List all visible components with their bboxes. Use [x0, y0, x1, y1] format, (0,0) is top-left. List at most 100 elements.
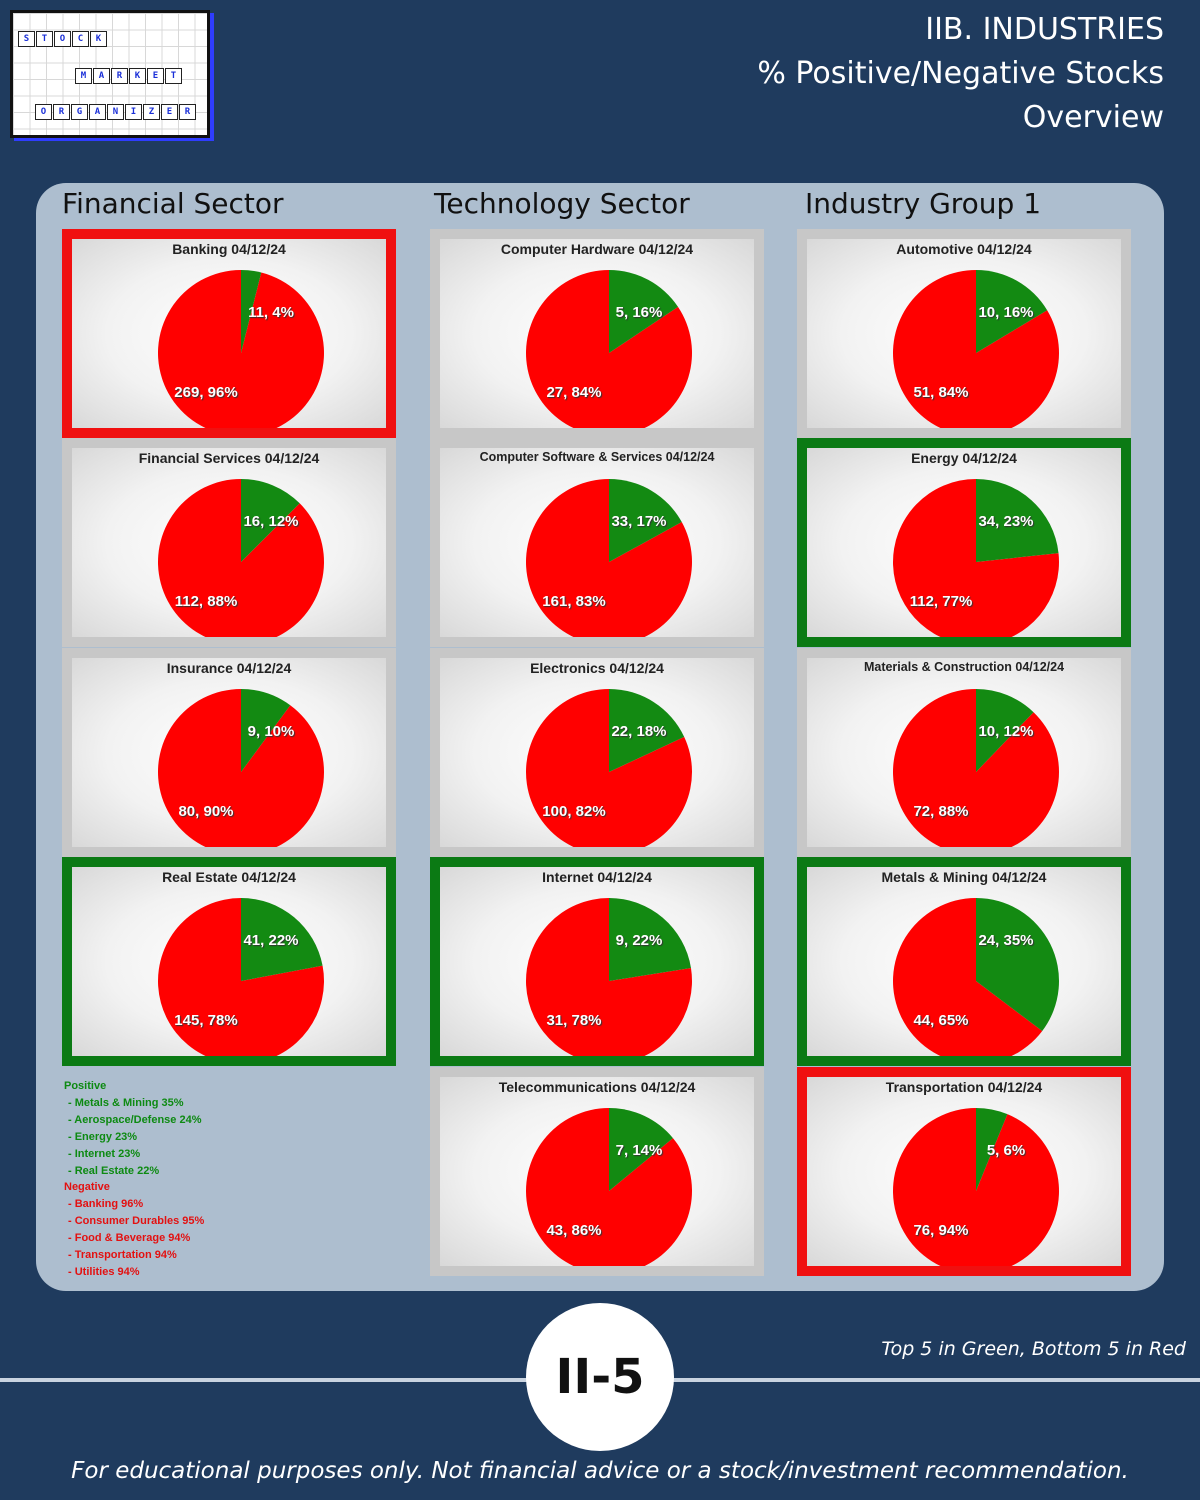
pie-slice-negative	[893, 689, 1059, 847]
industry-pie-card: Insurance 04/12/24 9, 10% 80, 90%	[62, 648, 396, 857]
pie-label-positive: 11, 4%	[248, 304, 294, 321]
pie-chart	[158, 479, 324, 637]
logo-letter: A	[89, 104, 106, 120]
industry-pie-card: Banking 04/12/24 11, 4% 269, 96%	[62, 229, 396, 438]
legend-item: - Real Estate 22%	[68, 1164, 160, 1177]
page-badge: II-5	[526, 1303, 674, 1451]
pie-label-positive: 41, 22%	[243, 932, 299, 949]
pie-label-negative: 76, 94%	[913, 1222, 969, 1239]
logo-letter: G	[71, 104, 88, 120]
legend-item: - Consumer Durables 95%	[68, 1215, 205, 1228]
pie-label-negative: 27, 84%	[546, 384, 602, 401]
pie-chart	[158, 898, 324, 1056]
pie-label-positive: 5, 6%	[986, 1142, 1026, 1159]
logo-letter: C	[72, 31, 89, 47]
pie-slice-positive	[241, 689, 291, 772]
pie-chart	[158, 689, 324, 847]
legend-negative-heading: Negative	[64, 1181, 110, 1194]
color-key-note: Top 5 in Green, Bottom 5 in Red	[881, 1338, 1186, 1360]
pie-label-negative: 269, 96%	[174, 384, 238, 401]
pie-label-positive: 7, 14%	[615, 1142, 663, 1159]
industry-pie-card: Automotive 04/12/24 10, 16% 51, 84%	[797, 229, 1131, 438]
industry-pie-card: Energy 04/12/24 34, 23% 112, 77%	[797, 438, 1131, 647]
logo-letter: E	[147, 68, 164, 84]
pie-title: Internet 04/12/24	[542, 869, 652, 885]
pie-slice-negative	[158, 898, 324, 1056]
pie-slice-negative	[158, 479, 324, 637]
logo-letter: O	[54, 31, 71, 47]
pie-chart	[893, 898, 1059, 1056]
pie-title: Real Estate 04/12/24	[162, 869, 296, 885]
pie-slice-negative	[893, 1108, 1059, 1266]
pie-label-negative: 100, 82%	[542, 803, 606, 820]
pie-plot-area: Insurance 04/12/24 9, 10% 80, 90%	[72, 658, 386, 847]
industry-pie-card: Internet 04/12/24 9, 22% 31, 78%	[430, 857, 764, 1066]
pie-slice-positive	[241, 270, 262, 353]
pie-slice-positive	[609, 270, 679, 353]
industry-pie-card: Telecommunications 04/12/24 7, 14% 43, 86%	[430, 1067, 764, 1276]
legend-item: - Metals & Mining 35%	[68, 1096, 184, 1109]
pie-chart	[893, 479, 1059, 637]
pie-slice-positive	[241, 479, 300, 562]
pie-plot-area: Energy 04/12/24 34, 23% 112, 77%	[807, 448, 1121, 637]
pie-chart	[893, 689, 1059, 847]
logo-letter: T	[36, 31, 53, 47]
pie-slice-negative	[526, 1108, 692, 1266]
pie-slice-negative	[526, 479, 692, 637]
pie-slice-positive	[976, 270, 1048, 353]
pie-title: Computer Software & Services 04/12/24	[479, 450, 715, 464]
legend-item: - Internet 23%	[68, 1147, 141, 1160]
pie-label-positive: 33, 17%	[611, 513, 667, 530]
pie-label-positive: 16, 12%	[243, 513, 299, 530]
pie-slice-positive	[976, 1108, 1008, 1191]
pie-chart	[526, 1108, 692, 1266]
header-title: % Positive/Negative Stocks	[757, 56, 1164, 91]
pie-slice-positive	[609, 689, 685, 772]
pie-slice-negative	[526, 898, 692, 1056]
pie-slice-negative	[526, 689, 692, 847]
pie-chart	[158, 270, 324, 428]
logo-letter: A	[93, 68, 110, 84]
logo-letter: R	[53, 104, 70, 120]
industry-pie-card: Financial Services 04/12/24 16, 12% 112, 8…	[62, 438, 396, 647]
pie-chart	[893, 1108, 1059, 1266]
pie-label-negative: 31, 78%	[546, 1012, 602, 1029]
top-bottom-legend: Positive - Metals & Mining 35% - Aerospac…	[64, 1078, 204, 1281]
pie-plot-area: Internet 04/12/24 9, 22% 31, 78%	[440, 867, 754, 1056]
logo-letter: R	[111, 68, 128, 84]
legend-item: - Aerospace/Defense 24%	[68, 1113, 202, 1126]
pie-label-positive: 10, 12%	[978, 723, 1034, 740]
pie-label-negative: 145, 78%	[174, 1012, 238, 1029]
pie-title: Energy 04/12/24	[911, 450, 1017, 466]
pie-plot-area: Computer Hardware 04/12/24 5, 16% 27, 84%	[440, 239, 754, 428]
pie-label-negative: 72, 88%	[913, 803, 969, 820]
pie-slice-positive	[241, 898, 323, 981]
page-header: IIB. INDUSTRIES % Positive/Negative Stoc…	[757, 8, 1164, 140]
pie-title: Computer Hardware 04/12/24	[500, 241, 694, 257]
pie-title: Automotive 04/12/24	[896, 241, 1032, 257]
pie-title: Metals & Mining 04/12/24	[881, 869, 1047, 885]
legend-item: - Energy 23%	[68, 1130, 138, 1143]
industry-pie-card: Materials & Construction 04/12/24 10, 12%…	[797, 648, 1131, 857]
column-title-industry-group: Industry Group 1	[805, 187, 1042, 220]
disclaimer: For educational purposes only. Not finan…	[71, 1458, 1129, 1484]
pie-chart	[526, 479, 692, 637]
pie-slice-positive	[609, 1108, 673, 1191]
logo-letter: M	[75, 68, 92, 84]
pie-label-positive: 9, 22%	[615, 932, 663, 949]
pie-title: Materials & Construction 04/12/24	[863, 660, 1065, 674]
pie-plot-area: Electronics 04/12/24 22, 18% 100, 82%	[440, 658, 754, 847]
pie-label-positive: 5, 16%	[615, 304, 663, 321]
pie-title: Financial Services 04/12/24	[138, 450, 320, 466]
logo-letter: I	[125, 104, 142, 120]
pie-plot-area: Transportation 04/12/24 5, 6% 76, 94%	[807, 1077, 1121, 1266]
industry-pie-card: Real Estate 04/12/24 41, 22% 145, 78%	[62, 857, 396, 1066]
pie-slice-negative	[526, 270, 692, 428]
pie-label-negative: 51, 84%	[913, 384, 969, 401]
pie-label-positive: 10, 16%	[978, 304, 1034, 321]
logo-letter: R	[179, 104, 196, 120]
pie-plot-area: Materials & Construction 04/12/24 10, 12%…	[807, 658, 1121, 847]
logo-letter: K	[90, 31, 107, 47]
pie-slice-negative	[893, 479, 1059, 637]
